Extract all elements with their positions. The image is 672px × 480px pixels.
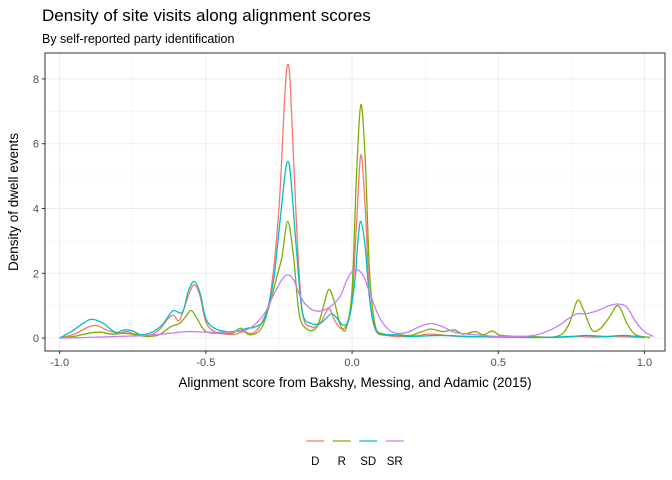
plot-panel [44,52,666,352]
x-tick-label: -1.0 [50,357,69,369]
legend-label-sr: SR [387,456,403,468]
x-tick-label: 1.0 [637,357,652,369]
legend-label-sd: SD [360,456,376,468]
y-tick-label: 4 [33,203,39,215]
density-line-sd [59,160,645,339]
x-tick-label: 0.0 [344,357,359,369]
x-axis: -1.0 -0.5 0.0 0.5 1.0 [50,351,652,369]
y-tick-label: 6 [33,139,39,151]
y-axis-title: Density of dwell events [6,133,21,271]
panel-border [44,52,666,352]
x-axis-title: Alignment score from Bakshy, Messing, an… [178,375,531,390]
legend-label-d: D [311,456,319,468]
density-line-d [59,63,645,339]
y-tick-label: 2 [33,268,39,280]
chart-subtitle: By self-reported party identification [42,32,235,46]
legend: D R SD SR [306,440,404,468]
density-line-sr [59,269,654,339]
chart-title: Density of site visits along alignment s… [42,6,371,25]
series-lines [59,63,654,339]
y-tick-label: 0 [33,333,39,345]
y-axis: 0 2 4 6 8 [33,74,45,345]
x-tick-label: 0.5 [491,357,506,369]
y-tick-label: 8 [33,74,39,86]
legend-label-r: R [338,456,346,468]
x-tick-label: -0.5 [196,357,215,369]
